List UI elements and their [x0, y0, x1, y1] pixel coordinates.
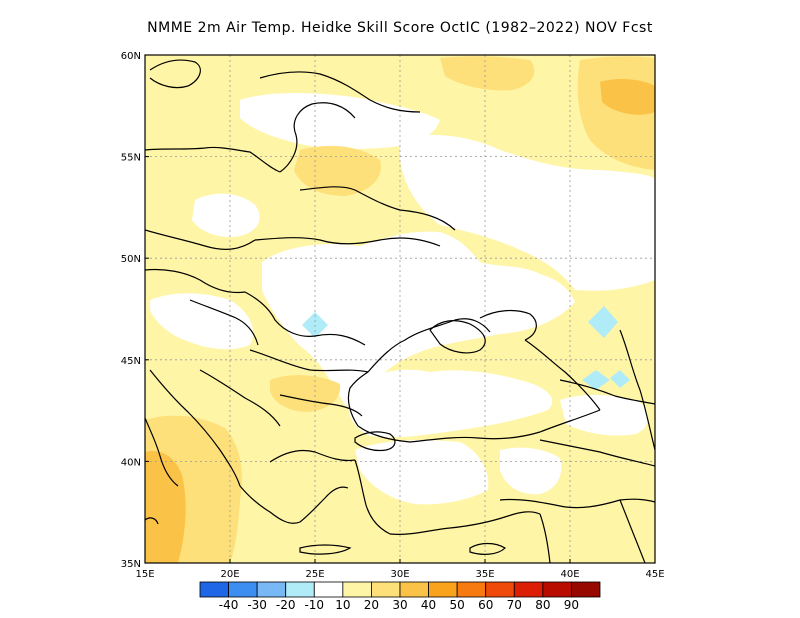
shade-20-30-belarus — [294, 145, 381, 196]
colorbar-swatch — [513, 581, 544, 598]
colorbar-swatch — [228, 581, 258, 598]
coast-scandinavia — [149, 59, 201, 89]
coast-gulf-finland — [259, 71, 421, 113]
lat-tick-label: 55N — [121, 153, 141, 164]
colorbar-label: 10 — [335, 598, 350, 612]
border-czech — [145, 268, 246, 294]
colorbar-swatch — [485, 581, 515, 598]
lon-tick-label: 45E — [645, 569, 664, 580]
border-hungary — [189, 299, 259, 346]
border-bulgaria — [279, 394, 363, 417]
coast-crimea — [429, 320, 486, 354]
coastlines-and-borders — [145, 59, 655, 563]
latitude-axis: 35N 40N 45N 50N 55N 60N — [121, 51, 149, 570]
shade-white-caucasus — [560, 394, 648, 436]
coast-gulf-riga — [279, 102, 356, 173]
island-crete — [299, 544, 352, 555]
border-syria — [499, 498, 655, 509]
shade-neg-georgia-2 — [610, 370, 630, 388]
shade-white-levant — [500, 447, 562, 495]
colorbar-label: 20 — [364, 598, 379, 612]
coast-anatolia-south — [389, 511, 541, 535]
lon-tick-label: 30E — [390, 569, 409, 580]
shade-30-40-northeast — [600, 79, 655, 115]
coast-anatolia-west — [354, 459, 391, 535]
map-title: NMME 2m Air Temp. Heidke Skill Score Oct… — [147, 20, 653, 36]
shade-neg-georgia — [582, 370, 610, 390]
colorbar-swatch — [199, 581, 229, 598]
coast-aegean-north — [269, 449, 356, 463]
island-sicily-tip — [145, 517, 159, 525]
colorbar-swatch — [456, 581, 487, 598]
colorbar-label: 30 — [392, 598, 407, 612]
border-turkey-east — [539, 439, 655, 467]
lon-tick-label: 25E — [305, 569, 324, 580]
coast-black-sea-north — [367, 318, 491, 373]
lat-tick-label: 35N — [121, 559, 141, 570]
shade-white-turkey — [355, 440, 489, 505]
colorbar-swatch — [342, 581, 372, 598]
colorbar-label: -10 — [304, 598, 324, 612]
shade-neg-caucasus — [588, 306, 618, 338]
coast-italy-heel — [145, 417, 179, 487]
coast-adriatic-east — [149, 369, 241, 487]
border-romania-south — [249, 349, 369, 373]
lat-tick-label: 50N — [121, 254, 141, 265]
border-carpathian — [244, 291, 366, 346]
shade-20-30-north — [440, 56, 535, 91]
shade-white-russia — [400, 135, 655, 291]
colorbar-label: -20 — [276, 598, 296, 612]
coast-levant — [539, 513, 551, 563]
coast-baltic-south — [145, 146, 281, 173]
lat-tick-label: 60N — [121, 51, 141, 62]
coast-caspian — [619, 329, 655, 451]
skill-shading — [145, 55, 655, 563]
border-caucasus — [559, 379, 655, 405]
lon-tick-label: 35E — [475, 569, 494, 580]
border-poland-west — [145, 229, 256, 250]
map-gridlines — [145, 55, 655, 563]
lon-tick-label: 40E — [560, 569, 579, 580]
border-balkans — [199, 369, 281, 427]
shade-white-poland — [192, 193, 260, 238]
coast-black-sea-west — [347, 371, 369, 427]
coast-black-sea-east — [524, 339, 601, 411]
colorbar-label: -30 — [247, 598, 267, 612]
colorbar-label: 60 — [478, 598, 493, 612]
coast-greece — [239, 485, 349, 524]
coast-sea-of-marmara — [354, 431, 396, 452]
lon-tick-label: 15E — [135, 569, 154, 580]
border-belarus-ukraine — [254, 237, 441, 247]
lat-tick-label: 45N — [121, 356, 141, 367]
island-cyprus — [469, 542, 506, 555]
colorbar-label: 50 — [450, 598, 465, 612]
shade-white-baltic — [240, 93, 440, 149]
colorbar-swatch — [399, 581, 429, 598]
shade-white-black-sea — [348, 369, 553, 438]
coast-azov — [479, 309, 537, 341]
colorbar-swatch — [285, 581, 315, 598]
colorbar-swatch — [256, 581, 287, 598]
shade-white-ukraine — [262, 231, 575, 406]
border-iraq — [619, 499, 646, 563]
shade-30-40-west — [145, 450, 186, 563]
longitude-axis: 15E 20E 25E 30E 35E 40E 45E — [135, 559, 665, 580]
colorbar-label: 90 — [564, 598, 579, 612]
lat-tick-label: 40N — [121, 457, 141, 468]
shade-white-central — [150, 293, 254, 350]
colorbar-label: 70 — [507, 598, 522, 612]
colorbar-swatch — [428, 581, 458, 598]
border-russia-belarus — [299, 186, 456, 231]
colorbar-swatch — [542, 581, 572, 598]
colorbar: -40 -30 -20 -10 10 20 30 40 50 60 70 80 90 — [199, 581, 601, 612]
colorbar-label: 80 — [535, 598, 550, 612]
colorbar-swatch — [571, 581, 601, 598]
colorbar-swatch — [313, 581, 344, 598]
lon-tick-label: 20E — [220, 569, 239, 580]
colorbar-swatch — [371, 581, 401, 598]
colorbar-label: -40 — [219, 598, 239, 612]
colorbar-label: 40 — [421, 598, 436, 612]
